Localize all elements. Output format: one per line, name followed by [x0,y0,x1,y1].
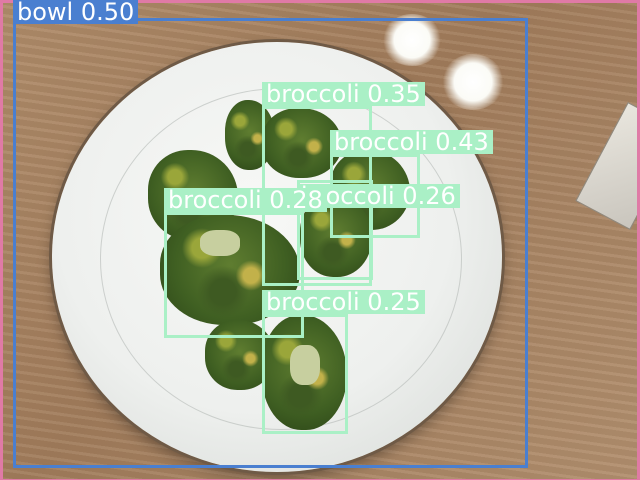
detection-label-broccoli: broccoli 0.35 [262,82,425,106]
broccoli-stem [290,345,320,385]
detection-label-bowl: bowl 0.50 [13,0,139,24]
detection-label-broccoli: broccoli 0.28 [164,188,327,212]
detection-label-broccoli: broccoli 0.43 [330,130,493,154]
light-reflection [442,54,504,110]
broccoli-box [262,314,348,434]
broccoli-floret [262,108,342,178]
broccoli-box [297,180,373,280]
bowl-box [13,18,528,468]
broccoli-box [164,212,304,338]
broccoli-stem [200,230,240,256]
light-reflection [382,14,442,66]
detection-label-broccoli: broccoli 0.25 [262,290,425,314]
